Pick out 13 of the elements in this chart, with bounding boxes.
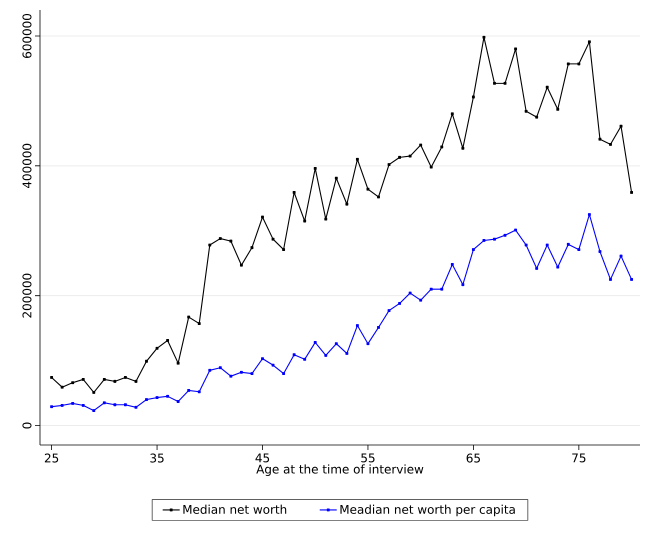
- y-tick-label: 0: [22, 422, 32, 429]
- x-tick-label: 75: [572, 454, 586, 462]
- legend-label: Median net worth: [183, 504, 286, 514]
- x-tick-label: 45: [255, 454, 270, 462]
- x-tick-label: 65: [466, 454, 480, 463]
- x-tick-label: 25: [44, 454, 58, 463]
- x-tick-label: 55: [361, 454, 375, 462]
- y-tick-label: 200000: [22, 274, 32, 318]
- x-axis-title: Age at the time of interview: [256, 464, 424, 476]
- y-tick-label: 600000: [22, 14, 32, 58]
- legend-label: Meadian net worth per capita: [340, 504, 515, 516]
- x-tick-label: 35: [150, 454, 164, 463]
- y-tick-label: 400000: [22, 144, 32, 188]
